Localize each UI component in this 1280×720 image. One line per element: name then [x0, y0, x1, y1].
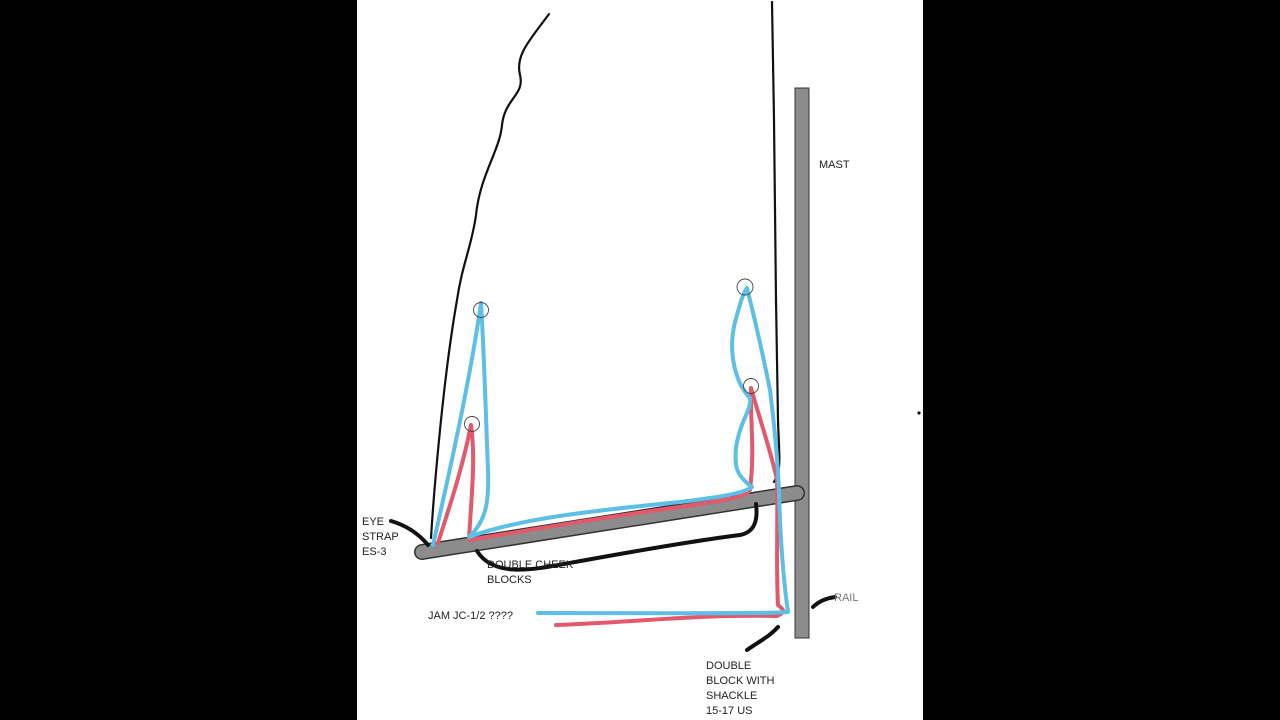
double-block-line-3: SHACKLE: [706, 690, 757, 702]
rail-pointer: [811, 595, 837, 609]
upper-right-block: [736, 278, 754, 296]
eye-strap-pointer: [389, 519, 430, 547]
double-cheek-line-2: BLOCKS: [487, 574, 532, 586]
eye-strap-label: EYE STRAP ES-3: [362, 516, 402, 558]
double-block-label: DOUBLE BLOCK WITH SHACKLE 15-17 US: [706, 660, 778, 717]
jam-label: JAM JC-1/2 ????: [428, 610, 513, 622]
double-block-pointer: [745, 625, 780, 652]
upper-left-block: [473, 302, 489, 318]
double-block-line-1: DOUBLE: [706, 660, 751, 672]
boom-fill: [415, 486, 804, 559]
eye-strap-line-2: STRAP: [362, 531, 398, 543]
mast: [794, 87, 810, 639]
eye-strap-line-1: EYE: [362, 516, 384, 528]
edge-dot: [917, 411, 921, 415]
blue-control-line: [431, 286, 790, 616]
mast-label: MAST: [819, 159, 850, 171]
double-block-line-2: BLOCK WITH: [706, 675, 775, 687]
lower-left-block: [464, 416, 480, 432]
double-cheek-line-1: DOUBLE CHEEK: [487, 559, 574, 571]
lower-right-block: [743, 378, 759, 394]
eye-strap-line-3: ES-3: [362, 546, 386, 558]
double-block-line-4: 15-17 US: [706, 705, 752, 717]
sail-leech-outline: [429, 12, 551, 540]
double-cheek-label: DOUBLE CHEEK BLOCKS: [487, 559, 576, 586]
rail-label: RAIL: [834, 592, 858, 604]
double-cheek-pointer: [475, 502, 759, 572]
